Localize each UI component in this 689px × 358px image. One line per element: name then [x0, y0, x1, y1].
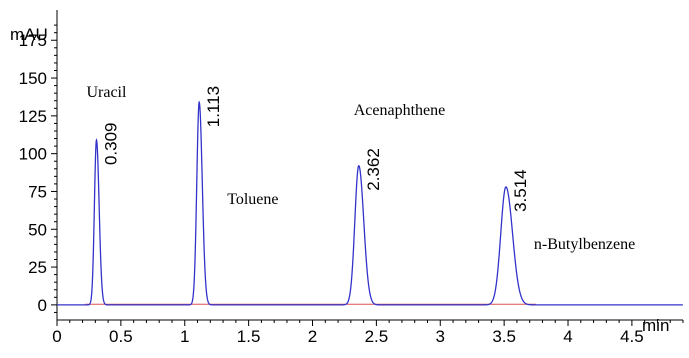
compound-label: n-Butylbenzene [534, 236, 635, 253]
ticks: 0 0.5 1 1.5 2 2.5 3 3.5 4 4.5 0 25 50 75 100 125 150 175 [19, 24, 684, 346]
compound-label: Acenaphthene [354, 102, 446, 119]
peak-retention-label: 0.309 [101, 123, 120, 166]
peak-retention-label: 3.514 [511, 169, 530, 212]
axes [56, 10, 683, 321]
x-tick-label: 0.5 [109, 327, 133, 346]
x-tick-label: 3.5 [492, 327, 516, 346]
x-tick-label: 4.5 [620, 327, 644, 346]
y-tick-label: 125 [19, 107, 47, 126]
chromatogram-trace [57, 100, 683, 306]
peak-retention-label: 1.113 [204, 86, 223, 127]
y-tick-label: 0 [38, 296, 47, 315]
x-tick-label: 3 [436, 327, 445, 346]
x-tick-label: 4 [563, 327, 572, 346]
x-tick-label: 1.5 [237, 327, 261, 346]
peak-retention-label: 2.362 [364, 148, 383, 191]
y-tick-label: 175 [19, 31, 47, 50]
x-tick-label: 2.5 [365, 327, 389, 346]
compound-label: Uracil [86, 84, 127, 101]
y-tick-label: 50 [28, 220, 47, 239]
x-tick-label: 0 [52, 327, 61, 346]
y-axis-label: mAU [10, 25, 48, 44]
y-tick-label: 150 [19, 69, 47, 88]
y-tick-label: 100 [19, 145, 47, 164]
x-tick-label: 2 [308, 327, 317, 346]
x-tick-label: 1 [180, 327, 189, 346]
y-tick-label: 75 [28, 182, 47, 201]
compound-label: Toluene [227, 191, 278, 208]
x-axis-unit-label: min [642, 316, 669, 335]
y-tick-label: 25 [28, 258, 47, 277]
peak-labels: 0.309 Uracil 1.113 Toluene 2.362 Acenaphthene… [86, 84, 635, 253]
